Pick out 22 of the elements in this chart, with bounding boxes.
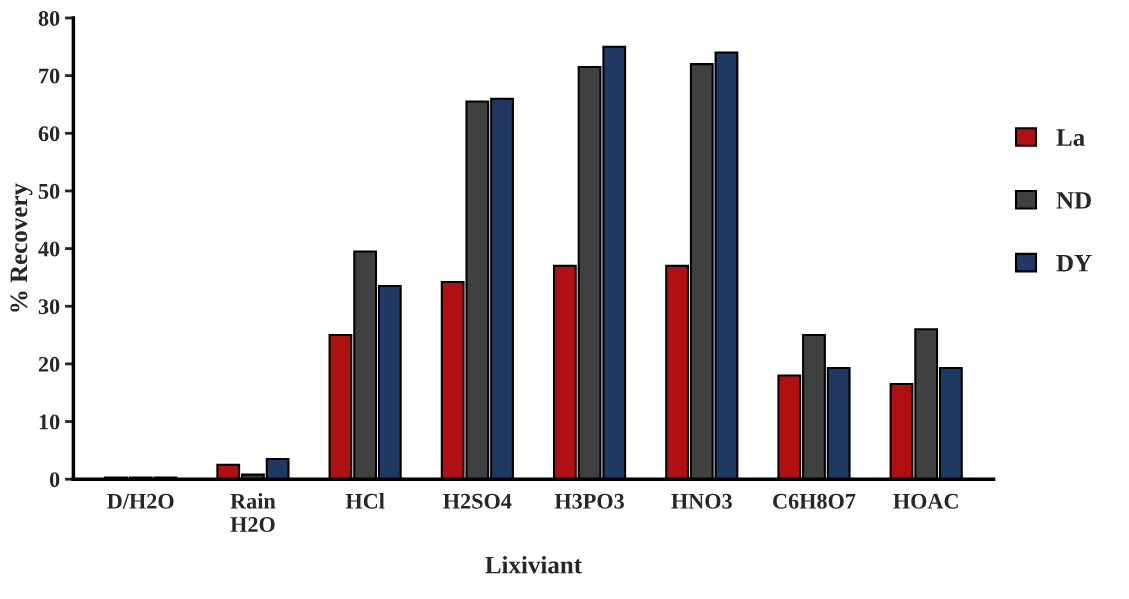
y-tick-label: 0 (49, 472, 60, 488)
x-tick-label: H3PO3 (554, 493, 624, 509)
y-tick-label: 60 (38, 126, 60, 142)
x-tick-label: H2SO4 (443, 493, 512, 509)
y-tick-label: 40 (38, 241, 60, 257)
y-tick-label: 80 (38, 10, 60, 26)
x-tick-label: Rain H2O (230, 493, 276, 532)
legend-label: DY (1056, 255, 1092, 272)
x-tick-label: HNO3 (671, 493, 732, 509)
y-tick-label: 20 (38, 356, 60, 372)
y-tick-label: 70 (39, 68, 60, 84)
x-tick-label: C6H8O7 (773, 493, 856, 509)
y-tick-label: 50 (38, 183, 60, 199)
legend-label: ND (1056, 192, 1091, 209)
x-tick-label: D/H2O (107, 493, 174, 509)
x-axis-title: Lixiviant (485, 555, 582, 574)
y-tick-label: 30 (38, 299, 60, 315)
legend-label: La (1056, 129, 1085, 146)
x-tick-label: HCl (345, 493, 385, 509)
x-tick-label: HOAC (893, 493, 958, 509)
y-tick-label: 10 (39, 414, 60, 430)
y-axis-title: % Recovery (10, 183, 33, 312)
